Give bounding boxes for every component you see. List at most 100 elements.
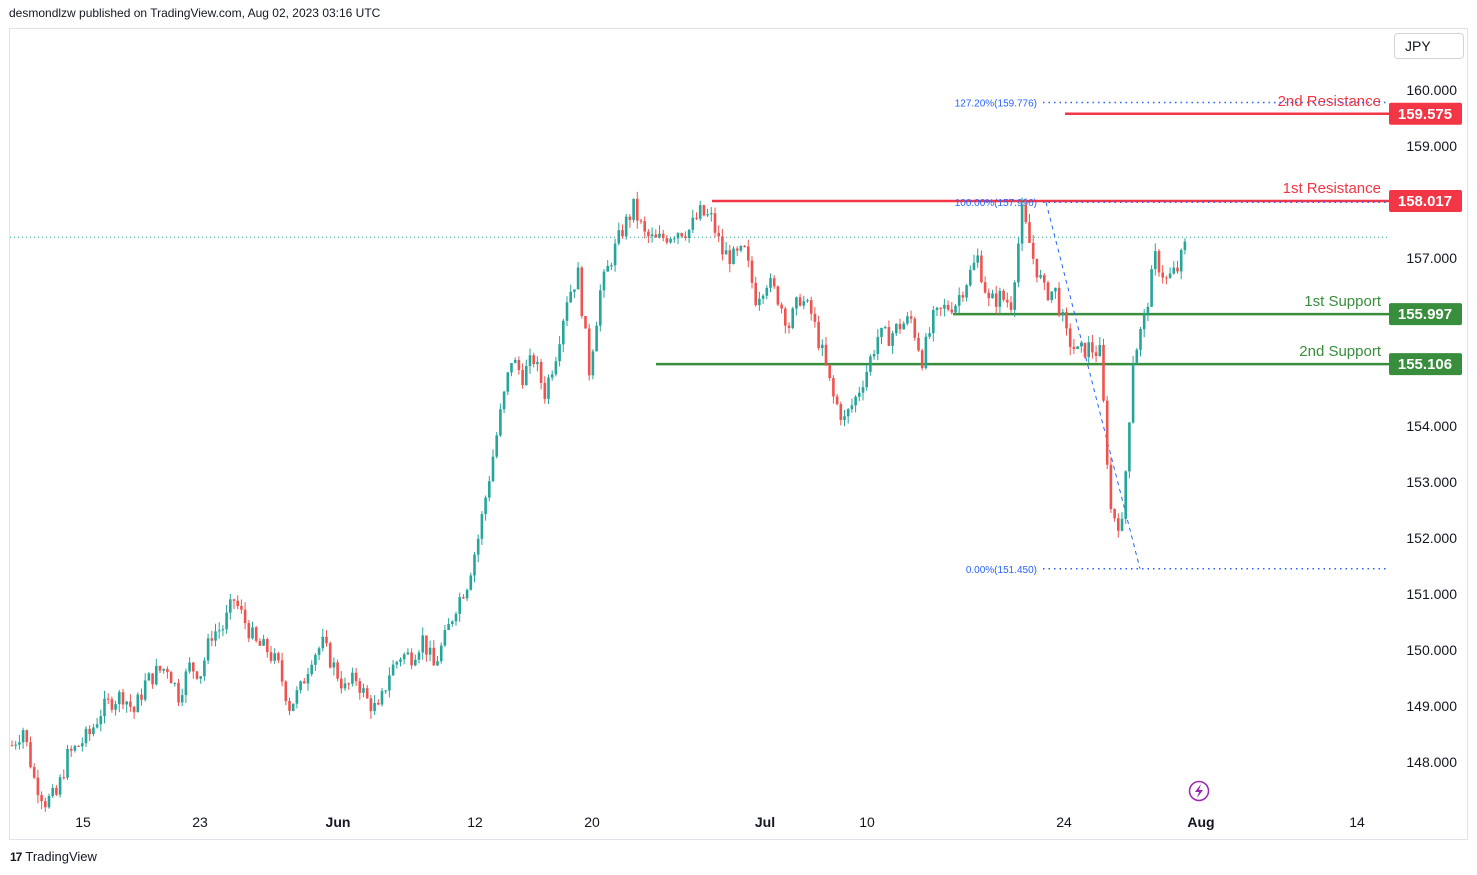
y-tick-label: 148.000 <box>1406 754 1457 770</box>
candle <box>251 621 254 640</box>
fib-level-label: 127.20%(159.776) <box>955 99 1037 110</box>
candle <box>513 357 517 364</box>
candle <box>140 688 143 706</box>
candle <box>957 287 961 314</box>
candle <box>236 595 239 610</box>
candle <box>673 236 676 243</box>
candle <box>798 293 802 307</box>
candle <box>724 242 728 255</box>
candle <box>462 594 465 600</box>
price-tag <box>1389 353 1462 376</box>
candle <box>451 620 454 627</box>
candle <box>743 244 746 248</box>
candle <box>1120 512 1124 532</box>
candle <box>266 637 269 658</box>
candle <box>277 651 280 664</box>
candle <box>81 737 84 752</box>
x-tick-label: 15 <box>75 814 91 830</box>
candle <box>1157 248 1161 277</box>
candle <box>1031 235 1035 265</box>
lightning-icon[interactable] <box>1188 780 1210 802</box>
candle <box>436 656 439 666</box>
candle <box>1039 269 1042 280</box>
candle <box>624 213 628 240</box>
candle <box>166 666 169 679</box>
candle <box>917 332 920 352</box>
candle <box>539 358 543 390</box>
candle <box>373 695 376 715</box>
candle <box>69 745 73 758</box>
candle <box>143 673 147 702</box>
candle <box>695 212 698 221</box>
y-tick-label: 153.000 <box>1406 474 1457 490</box>
candle <box>1017 236 1020 288</box>
candle <box>499 403 502 438</box>
candle <box>173 682 177 687</box>
candle <box>384 690 387 694</box>
candle <box>484 495 487 521</box>
candle <box>229 593 232 620</box>
price-tag <box>1389 303 1462 326</box>
candle <box>92 723 95 737</box>
candle <box>510 363 513 377</box>
candle <box>406 648 410 656</box>
candle <box>192 661 195 679</box>
candle <box>558 336 561 367</box>
footer-brand: TradingView <box>25 849 97 864</box>
candle <box>946 300 950 312</box>
candle <box>1105 395 1109 470</box>
candle <box>1057 282 1061 318</box>
candle <box>606 260 609 272</box>
x-tick-label: Aug <box>1187 814 1214 830</box>
candle <box>547 374 550 405</box>
candle <box>1068 323 1072 356</box>
candle <box>846 408 850 424</box>
candle <box>573 289 576 299</box>
tradingview-logo-icon: 17 <box>10 849 22 864</box>
candle <box>565 296 569 327</box>
candle <box>913 316 917 341</box>
candle <box>291 703 295 712</box>
chart-frame <box>9 28 1468 840</box>
candle <box>14 740 17 750</box>
candle <box>1124 470 1127 524</box>
candle <box>721 228 724 261</box>
candle <box>610 262 613 271</box>
candle <box>787 322 791 334</box>
candle <box>1146 302 1150 322</box>
candle <box>998 287 1002 314</box>
candle <box>469 572 473 591</box>
candle <box>1046 280 1050 302</box>
candle <box>162 668 165 674</box>
candle <box>835 393 839 406</box>
candle <box>1091 334 1094 359</box>
candle <box>784 306 787 334</box>
candle <box>765 285 769 300</box>
candle <box>528 348 532 374</box>
candle <box>750 256 754 289</box>
candle <box>769 273 772 293</box>
candle <box>432 640 436 666</box>
x-tick-label: 12 <box>467 814 483 830</box>
candle <box>280 652 284 687</box>
candle <box>410 648 413 670</box>
candle <box>47 793 51 809</box>
candle <box>976 248 979 268</box>
candle <box>132 705 136 719</box>
candle <box>240 599 243 614</box>
currency-button[interactable]: JPY <box>1394 33 1464 59</box>
candle <box>325 630 328 647</box>
candle <box>698 200 702 221</box>
candle <box>850 398 854 413</box>
candle <box>676 232 680 245</box>
candle <box>1128 421 1131 479</box>
candle <box>887 320 891 347</box>
candle <box>994 285 998 315</box>
candle <box>365 684 369 699</box>
candle <box>1176 260 1179 274</box>
candle <box>665 235 669 245</box>
candle <box>1117 513 1120 538</box>
candle <box>388 667 391 698</box>
candle <box>832 375 835 404</box>
